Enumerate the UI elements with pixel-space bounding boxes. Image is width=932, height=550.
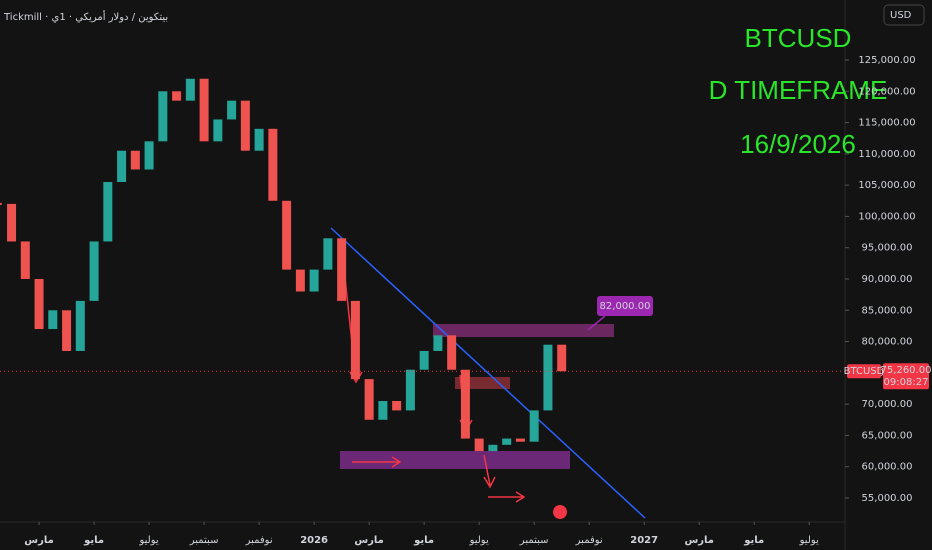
- candle: [144, 141, 154, 170]
- resistance-zone: [433, 324, 614, 337]
- x-tick-label: مارس: [684, 535, 714, 546]
- trend-line: [330, 227, 646, 519]
- annotation: D TIMEFRAME: [709, 75, 888, 105]
- y-tick-label: 100,000.00: [858, 211, 915, 222]
- source: Tickmill · بيتكوين / دولار أمريكي · 1ي: [3, 10, 168, 23]
- candle: [323, 238, 333, 270]
- target-callout: [597, 296, 653, 317]
- candle: [295, 269, 305, 292]
- candle: [282, 200, 292, 270]
- candle: [392, 401, 402, 411]
- y-tick-label: 115,000.00: [858, 118, 915, 129]
- y-tick-label: 70,000.00: [862, 399, 913, 410]
- x-tick-label: 2027: [630, 535, 658, 546]
- x-tick-label: سبتمبر: [519, 535, 549, 546]
- currency-box[interactable]: [883, 4, 925, 26]
- candle: [185, 78, 195, 101]
- candle: [337, 238, 347, 301]
- symbol-tag: [847, 364, 881, 379]
- candle: [130, 150, 140, 170]
- candle: [254, 128, 264, 151]
- candle: [117, 150, 127, 183]
- candle: [268, 128, 278, 201]
- support-zone: [340, 451, 570, 469]
- last-price: 75,260.00: [881, 365, 932, 376]
- candle: [378, 401, 388, 420]
- candle: [199, 78, 209, 142]
- candle: [158, 91, 168, 142]
- candle: [557, 344, 567, 372]
- candle: [172, 91, 182, 101]
- x-tick-label: نوفمبر: [245, 535, 273, 546]
- x-tick-label: يوليو: [799, 535, 819, 546]
- candle: [227, 100, 237, 120]
- candle: [34, 279, 44, 330]
- x-tick-label: مايو: [743, 535, 764, 546]
- y-tick-label: 85,000.00: [862, 305, 913, 316]
- candle: [405, 369, 415, 411]
- candle: [48, 310, 58, 330]
- annotation: BTCUSD: [745, 23, 852, 53]
- x-tick-label: مايو: [83, 535, 104, 546]
- candle: [488, 444, 498, 452]
- x-tick-label: مارس: [24, 535, 54, 546]
- candle: [350, 300, 360, 380]
- candle: [309, 269, 319, 292]
- annotation: 16/9/2026: [740, 129, 856, 159]
- candle: [20, 241, 30, 279]
- countdown: 09:08:27: [884, 377, 929, 388]
- candle: [7, 203, 17, 242]
- y-tick-label: 120,000.00: [858, 86, 915, 97]
- candle: [103, 182, 113, 242]
- candle: [460, 369, 470, 439]
- symbol: BTCUSD: [844, 366, 885, 377]
- y-tick-label: 125,000.00: [858, 55, 915, 66]
- candle: [75, 300, 85, 351]
- x-tick-label: مارس: [354, 535, 384, 546]
- candle: [529, 410, 539, 442]
- x-tick-label: نوفمبر: [575, 535, 603, 546]
- x-tick-label: يوليو: [469, 535, 489, 546]
- candle: [502, 438, 512, 445]
- price-tag: [883, 363, 929, 390]
- candle: [515, 438, 525, 442]
- x-tick-label: سبتمبر: [189, 535, 219, 546]
- y-tick-label: 110,000.00: [858, 149, 915, 160]
- candle: [447, 335, 457, 370]
- y-tick-label: 60,000.00: [862, 462, 913, 473]
- candle: [89, 241, 99, 301]
- candle: [62, 310, 72, 351]
- y-tick-label: 65,000.00: [862, 430, 913, 441]
- candle: [364, 379, 374, 420]
- x-tick-label: يوليو: [138, 535, 158, 546]
- currency[interactable]: USD: [890, 10, 912, 21]
- target-label: 82,000.00: [600, 301, 651, 312]
- x-tick-label: مايو: [413, 535, 434, 546]
- y-tick-label: 105,000.00: [858, 180, 915, 191]
- y-tick-label: 80,000.00: [862, 337, 913, 348]
- candle: [543, 344, 553, 411]
- candle: [474, 438, 484, 452]
- candle: [419, 350, 429, 370]
- y-tick-label: 55,000.00: [862, 493, 913, 504]
- callout-pointer: [587, 315, 606, 331]
- x-tick-label: 2026: [300, 535, 328, 546]
- candle: [433, 335, 443, 351]
- y-tick-label: 95,000.00: [862, 243, 913, 254]
- candle: [213, 119, 223, 142]
- y-tick-label: 90,000.00: [862, 274, 913, 285]
- event-icon[interactable]: [553, 505, 567, 519]
- candle: [240, 100, 250, 151]
